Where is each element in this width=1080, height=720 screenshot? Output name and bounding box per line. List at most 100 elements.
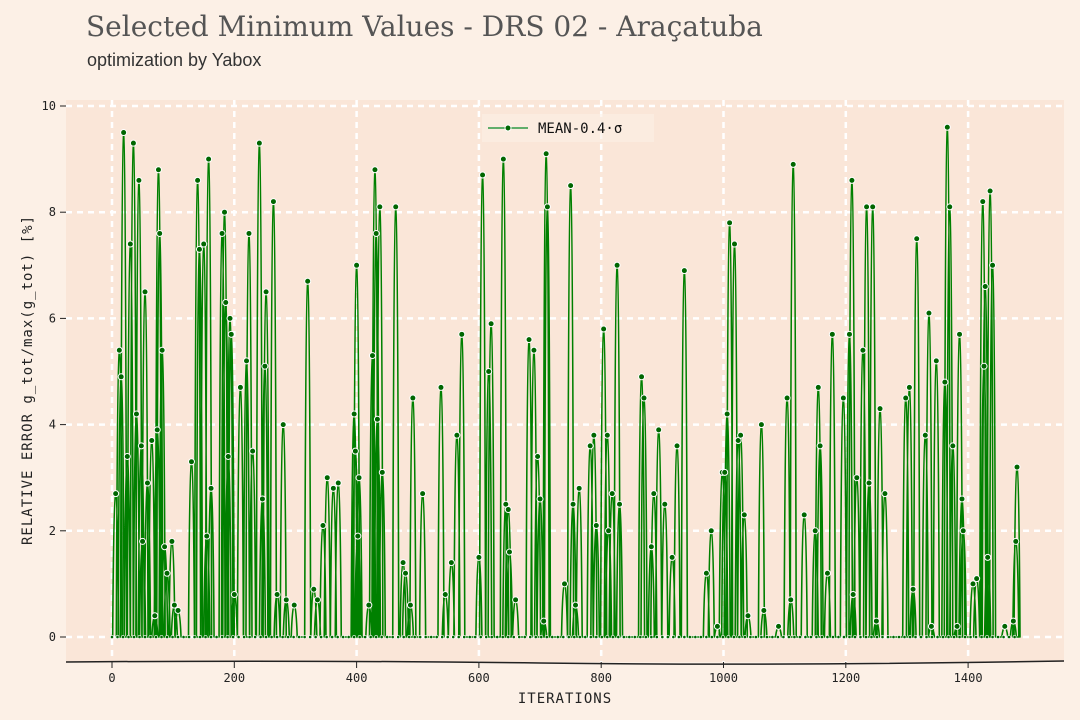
data-point bbox=[353, 261, 361, 269]
data-point bbox=[946, 203, 954, 211]
data-point bbox=[269, 198, 277, 206]
data-point bbox=[590, 431, 598, 439]
data-point bbox=[227, 330, 235, 338]
data-point-baseline bbox=[242, 635, 246, 639]
data-point bbox=[258, 495, 266, 503]
data-point-baseline bbox=[770, 635, 775, 639]
data-point-baseline bbox=[379, 635, 384, 639]
data-point-baseline bbox=[192, 635, 197, 639]
data-point-baseline bbox=[440, 635, 445, 639]
data-point-baseline bbox=[572, 635, 577, 639]
data-point bbox=[499, 155, 507, 163]
data-point bbox=[329, 484, 337, 492]
data-point-baseline bbox=[445, 635, 450, 639]
data-point-baseline bbox=[825, 635, 830, 639]
data-point-baseline bbox=[412, 635, 417, 639]
data-point bbox=[458, 330, 466, 338]
data-point-baseline bbox=[748, 635, 753, 639]
data-point bbox=[956, 330, 964, 338]
data-point-baseline bbox=[875, 635, 879, 639]
data-point bbox=[760, 606, 768, 614]
data-point-baseline bbox=[143, 635, 147, 639]
data-point bbox=[222, 298, 230, 306]
data-point bbox=[137, 442, 145, 450]
data-point bbox=[261, 362, 269, 370]
data-point bbox=[949, 442, 957, 450]
data-point bbox=[969, 580, 977, 588]
data-point-baseline bbox=[522, 635, 527, 639]
data-point-baseline bbox=[198, 635, 202, 639]
data-point-baseline bbox=[385, 635, 390, 639]
data-point-baseline bbox=[319, 635, 324, 639]
data-point-baseline bbox=[902, 635, 907, 639]
data-point-baseline bbox=[247, 635, 252, 639]
data-point bbox=[262, 288, 270, 296]
data-point-baseline bbox=[588, 635, 593, 639]
y-tick-label: 0 bbox=[49, 630, 56, 644]
data-point-baseline bbox=[566, 635, 571, 639]
data-point-baseline bbox=[154, 635, 158, 639]
data-point bbox=[680, 267, 688, 275]
data-point bbox=[195, 245, 203, 253]
data-point-baseline bbox=[935, 635, 940, 639]
data-point bbox=[1013, 463, 1021, 471]
data-point bbox=[953, 622, 961, 630]
data-point bbox=[783, 394, 791, 402]
data-point bbox=[255, 139, 263, 147]
data-point-baseline bbox=[599, 635, 604, 639]
data-point bbox=[409, 394, 417, 402]
data-point-baseline bbox=[170, 635, 175, 639]
data-point bbox=[561, 580, 569, 588]
data-point-baseline bbox=[963, 635, 967, 639]
legend: MEAN-0.4·σ bbox=[482, 114, 654, 142]
data-point bbox=[187, 458, 195, 466]
data-point-baseline bbox=[754, 635, 758, 639]
data-point bbox=[310, 585, 318, 593]
data-point-baseline bbox=[880, 635, 885, 639]
data-point-baseline bbox=[698, 635, 703, 639]
data-point-baseline bbox=[759, 635, 764, 639]
data-point bbox=[536, 495, 544, 503]
data-point bbox=[505, 548, 513, 556]
series-group bbox=[111, 126, 1021, 638]
data-point bbox=[135, 176, 143, 184]
data-point bbox=[859, 346, 867, 354]
data-point-baseline bbox=[478, 635, 483, 639]
data-point bbox=[713, 622, 721, 630]
data-point-baseline bbox=[776, 635, 780, 639]
data-point-baseline bbox=[605, 635, 610, 639]
data-point bbox=[479, 171, 487, 179]
data-point-baseline bbox=[236, 635, 241, 639]
data-point bbox=[112, 490, 120, 498]
data-point-baseline bbox=[781, 635, 786, 639]
data-point-baseline bbox=[632, 635, 637, 639]
y-tick-label: 6 bbox=[49, 311, 56, 325]
data-point bbox=[941, 378, 949, 386]
data-point bbox=[194, 176, 202, 184]
data-point-baseline bbox=[913, 635, 918, 639]
data-point bbox=[323, 474, 331, 482]
data-point-baseline bbox=[401, 635, 406, 639]
data-point-baseline bbox=[610, 635, 615, 639]
data-point-baseline bbox=[660, 635, 665, 639]
data-point bbox=[419, 490, 427, 498]
data-point-baseline bbox=[577, 635, 582, 639]
data-point bbox=[586, 442, 594, 450]
data-point-baseline bbox=[709, 635, 714, 639]
data-point bbox=[989, 261, 997, 269]
chart-title: Selected Minimum Values - DRS 02 - Araça… bbox=[86, 10, 763, 43]
data-point bbox=[575, 484, 583, 492]
data-point bbox=[350, 410, 358, 418]
data-point bbox=[984, 553, 992, 561]
data-point bbox=[872, 617, 880, 625]
data-point-baseline bbox=[126, 635, 131, 639]
data-point bbox=[304, 277, 312, 285]
data-point-baseline bbox=[368, 635, 373, 639]
data-point bbox=[959, 527, 967, 535]
data-point-baseline bbox=[946, 635, 951, 639]
data-point-baseline bbox=[891, 635, 896, 639]
data-point-baseline bbox=[462, 635, 467, 639]
data-point-baseline bbox=[974, 635, 978, 639]
data-point-baseline bbox=[924, 635, 929, 639]
data-point-baseline bbox=[341, 635, 346, 639]
